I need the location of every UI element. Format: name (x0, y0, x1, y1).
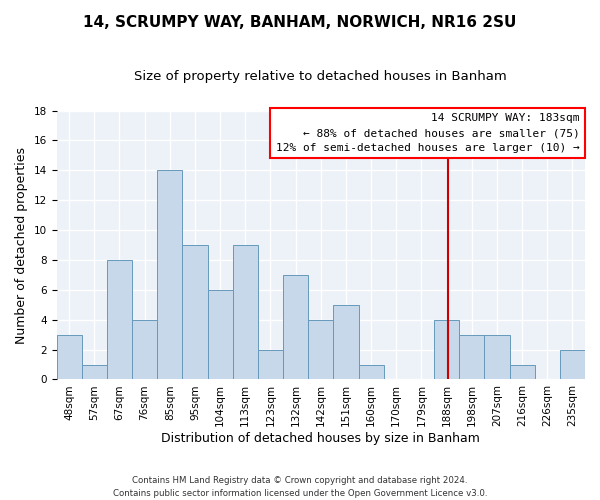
Bar (359, 364, 383, 380)
Bar (82, 364, 107, 380)
Bar (107, 260, 132, 380)
Text: 14, SCRUMPY WAY, BANHAM, NORWICH, NR16 2SU: 14, SCRUMPY WAY, BANHAM, NORWICH, NR16 2… (83, 15, 517, 30)
Bar (459, 334, 484, 380)
Bar (509, 364, 535, 380)
Bar (484, 334, 509, 380)
Text: Contains HM Land Registry data © Crown copyright and database right 2024.
Contai: Contains HM Land Registry data © Crown c… (113, 476, 487, 498)
Text: 14 SCRUMPY WAY: 183sqm
← 88% of detached houses are smaller (75)
12% of semi-det: 14 SCRUMPY WAY: 183sqm ← 88% of detached… (276, 113, 580, 153)
Bar (434, 320, 459, 380)
Bar (157, 170, 182, 380)
Bar (334, 305, 359, 380)
Bar (233, 245, 258, 380)
Bar (56, 334, 82, 380)
X-axis label: Distribution of detached houses by size in Banham: Distribution of detached houses by size … (161, 432, 480, 445)
Y-axis label: Number of detached properties: Number of detached properties (15, 146, 28, 344)
Bar (182, 245, 208, 380)
Bar (283, 275, 308, 380)
Bar (560, 350, 585, 380)
Bar (208, 290, 233, 380)
Bar (308, 320, 334, 380)
Bar (258, 350, 283, 380)
Title: Size of property relative to detached houses in Banham: Size of property relative to detached ho… (134, 70, 507, 83)
Bar (132, 320, 157, 380)
